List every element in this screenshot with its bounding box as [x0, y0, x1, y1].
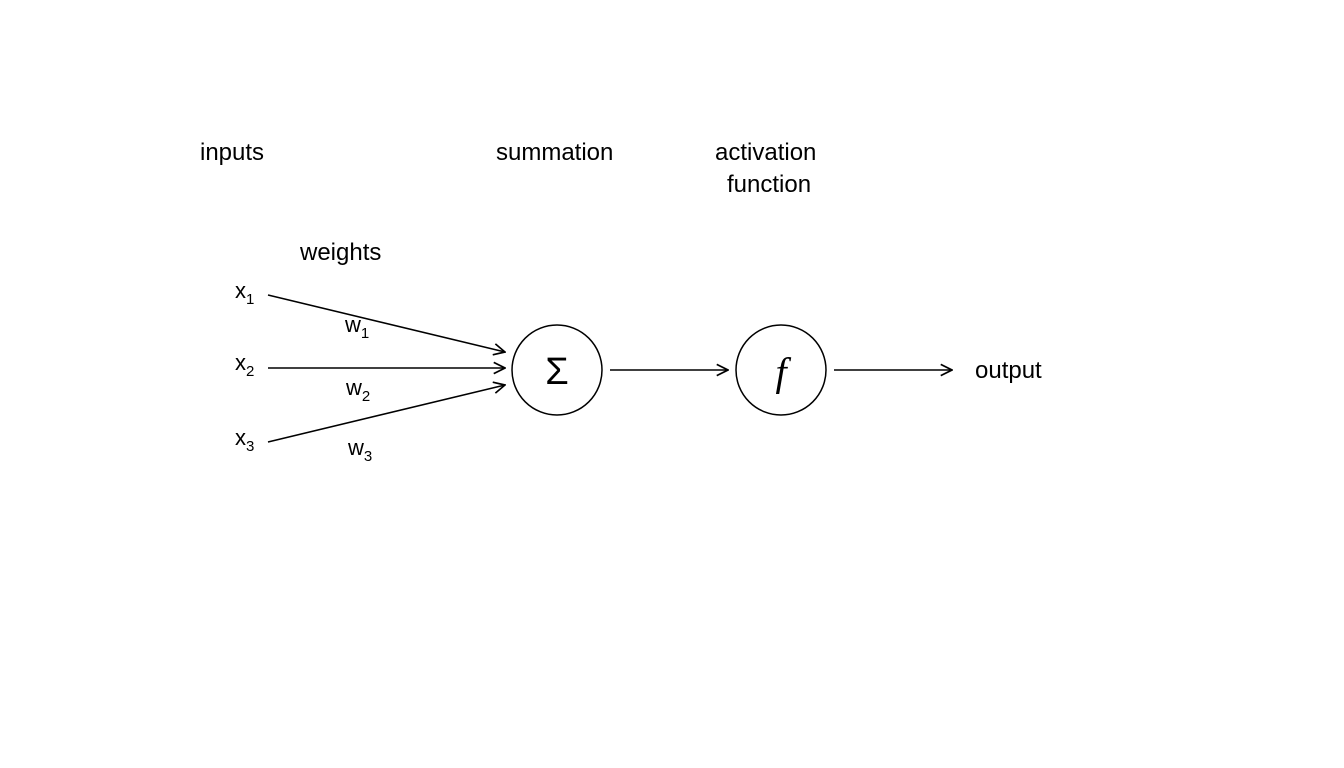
diagram-background	[0, 0, 1344, 768]
summation-label: summation	[496, 139, 613, 166]
output-label: output	[975, 357, 1042, 384]
sigma-icon: Σ	[545, 351, 569, 393]
weights-label: weights	[299, 239, 381, 266]
activation-label-line1: activation	[715, 139, 816, 166]
activation-label-line2: function	[727, 171, 811, 198]
inputs-label: inputs	[200, 139, 264, 166]
